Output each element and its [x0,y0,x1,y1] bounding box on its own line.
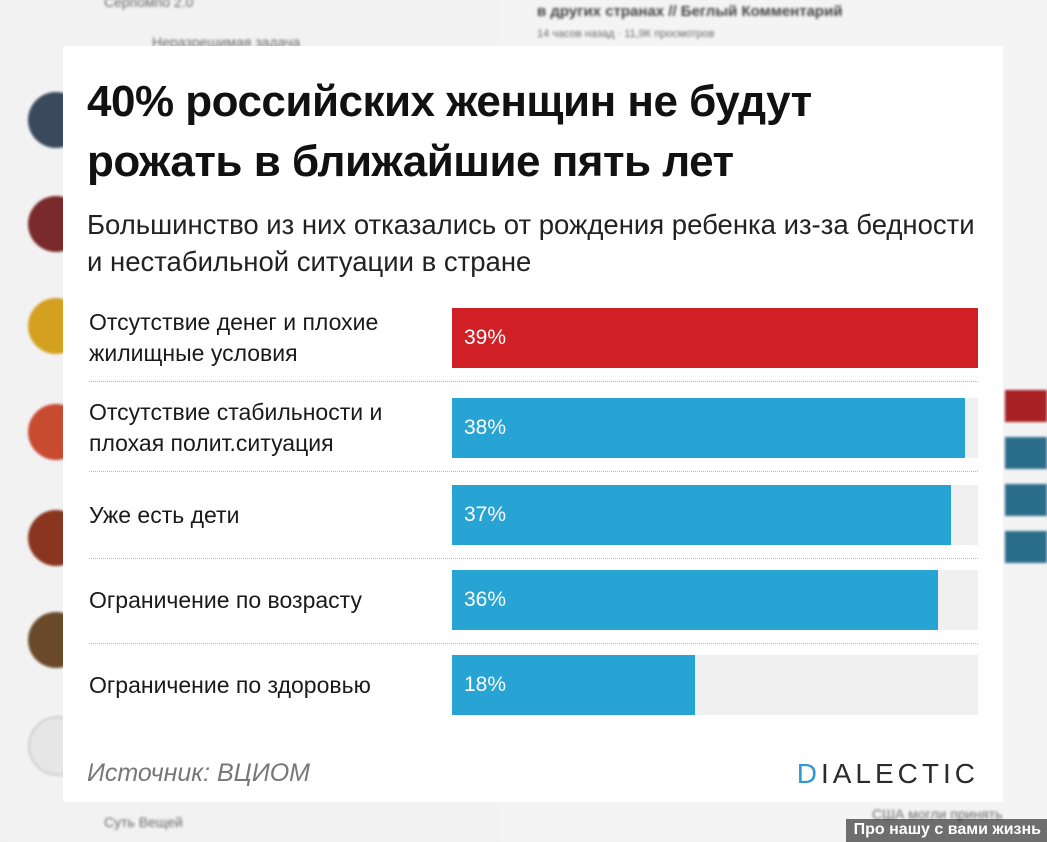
row-divider [89,558,978,559]
category-label: Отсутствие денег и плохие жилищные услов… [89,309,379,366]
chart-subtitle: Большинство из них отказались от рождени… [87,209,975,277]
category-label: Уже есть дети [89,501,240,528]
bar-value-label: 36% [464,588,507,611]
bar: 39% [452,308,978,368]
overlay-caption: Про нашу с вами жизнь [845,819,1047,842]
brand-text: IALECTIC [820,758,979,789]
bar-value-label: 38% [464,416,507,439]
chart-title: 40% российских женщин не будут рожать в … [87,77,812,186]
bar-value-label: 18% [464,673,507,696]
bar: 37% [452,485,951,545]
background-channel-name-2: Суть Вещей [104,814,183,830]
bar-track: 18% [452,655,978,715]
row-divider [89,381,978,382]
background-article-title-2: США могли принять [872,806,1003,822]
bar-track: 36% [452,570,978,630]
bar-chart: Отсутствие денег и плохие жилищные услов… [63,46,1003,802]
category-label: Ограничение по здоровью [89,671,371,698]
background-channel-name: Серпомпо 2.0 [104,0,194,10]
background-stripe [1005,531,1047,563]
category-label: Ограничение по возрасту [89,586,362,613]
bar-track: 37% [452,485,978,545]
background-article-title: в других странах // Беглый Комментарий [537,3,843,20]
row-divider [89,643,978,644]
category-label: Отсутствие стабильности и плохая полит.с… [89,399,383,456]
chart-source: Источник: ВЦИОМ [87,759,311,787]
bar-track: 38% [452,398,978,458]
bar: 36% [452,570,938,630]
bar: 38% [452,398,965,458]
bar: 18% [452,655,695,715]
background-stripe [1005,437,1047,469]
bar-value-label: 39% [464,326,507,349]
background-article-meta: 14 часов назад · 11,9К просмотров [537,28,715,40]
bar-track: 39% [452,308,978,368]
bar-value-label: 37% [464,503,507,526]
row-divider [89,471,978,472]
background-stripe [1005,484,1047,516]
brand-logo: DIALECTIC [797,758,979,790]
brand-accent-letter: D [796,758,821,789]
infographic-card: 40% российских женщин не будут рожать в … [63,46,1003,802]
background-stripe [1005,390,1047,422]
